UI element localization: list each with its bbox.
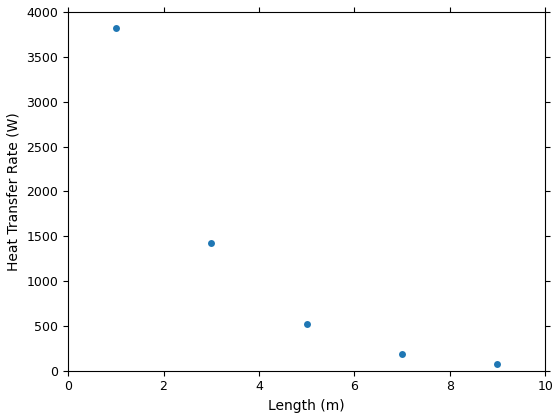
Y-axis label: Heat Transfer Rate (W): Heat Transfer Rate (W) [7, 112, 21, 271]
X-axis label: Length (m): Length (m) [268, 399, 345, 413]
